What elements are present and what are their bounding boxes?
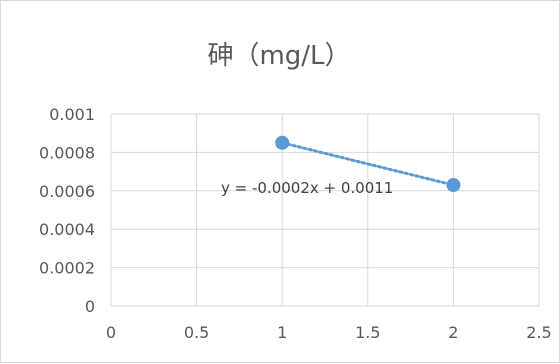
x-tick-label: 0.5 bbox=[184, 323, 209, 342]
data-points bbox=[275, 135, 461, 193]
x-tick-label: 2.5 bbox=[526, 323, 551, 342]
x-tick-label: 1 bbox=[277, 323, 287, 342]
x-tick-label: 2 bbox=[448, 323, 458, 342]
y-tick-label: 0 bbox=[85, 297, 95, 316]
tick-labels: 0 0.0002 0.0004 0.0006 0.0008 0.001 0 0.5 1 1.5 2 2… bbox=[39, 105, 552, 342]
x-tick-label: 1.5 bbox=[355, 323, 380, 342]
y-tick-label: 0.0008 bbox=[39, 143, 95, 162]
y-tick-label: 0.0002 bbox=[39, 259, 95, 278]
trendline bbox=[280, 141, 455, 187]
trendline-equation: y = -0.0002x + 0.0011 bbox=[221, 179, 393, 197]
y-tick-label: 0.0004 bbox=[39, 220, 95, 239]
data-point bbox=[275, 135, 290, 150]
trendline-layer bbox=[280, 141, 455, 187]
data-point bbox=[446, 178, 461, 193]
x-tick-label: 0 bbox=[106, 323, 116, 342]
chart-title: 砷（mg/L） bbox=[207, 41, 350, 71]
grid-lines bbox=[110, 113, 540, 307]
y-tick-label: 0.001 bbox=[49, 105, 95, 124]
y-tick-label: 0.0006 bbox=[39, 182, 95, 201]
